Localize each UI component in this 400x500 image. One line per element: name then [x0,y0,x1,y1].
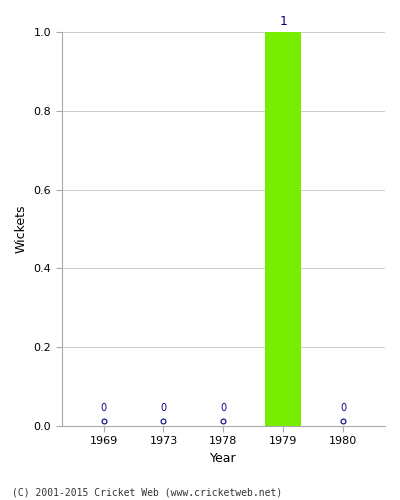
Bar [265,32,301,426]
Text: 0: 0 [160,404,166,413]
Text: 0: 0 [220,404,226,413]
Text: 1: 1 [279,15,287,28]
Y-axis label: Wickets: Wickets [15,204,28,253]
Text: (C) 2001-2015 Cricket Web (www.cricketweb.net): (C) 2001-2015 Cricket Web (www.cricketwe… [12,488,282,498]
Text: 0: 0 [340,404,346,413]
Text: 0: 0 [100,404,107,413]
X-axis label: Year: Year [210,452,237,465]
